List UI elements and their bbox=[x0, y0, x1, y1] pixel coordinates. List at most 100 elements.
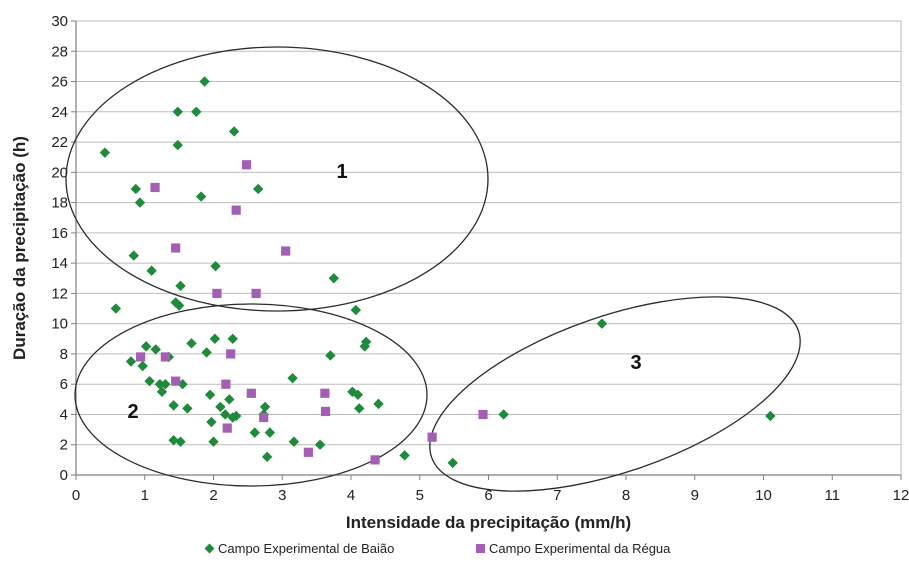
point-baiao-24 bbox=[182, 403, 193, 414]
point-regua-18 bbox=[370, 455, 380, 465]
y-tick-label-4: 4 bbox=[60, 406, 68, 423]
point-regua-9 bbox=[231, 205, 241, 215]
point-baiao-28 bbox=[199, 76, 210, 87]
cluster-label-1: 1 bbox=[336, 161, 347, 183]
point-regua-12 bbox=[251, 288, 261, 298]
point-baiao-22 bbox=[175, 436, 186, 447]
point-regua-1 bbox=[150, 182, 160, 193]
point-baiao-59 bbox=[373, 398, 384, 410]
y-tick-label-18: 18 bbox=[51, 195, 68, 212]
x-tick-label-2: 2 bbox=[209, 487, 217, 504]
y-tick-label-14: 14 bbox=[51, 255, 68, 272]
point-baiao-50 bbox=[314, 439, 326, 450]
x-tick-label-6: 6 bbox=[484, 487, 492, 504]
point-baiao-21 bbox=[175, 280, 186, 292]
point-baiao-55 bbox=[352, 389, 364, 400]
point-baiao-41 bbox=[230, 410, 242, 422]
point-baiao-3 bbox=[128, 250, 139, 261]
point-baiao-16 bbox=[168, 434, 179, 446]
point-regua-7 bbox=[222, 423, 232, 433]
cluster-ellipses bbox=[65, 46, 801, 492]
x-tick-label-5: 5 bbox=[416, 487, 424, 504]
point-baiao-64 bbox=[765, 410, 776, 422]
point-baiao-1 bbox=[110, 303, 122, 314]
y-tick-label-12: 12 bbox=[51, 285, 68, 302]
point-baiao-54 bbox=[350, 304, 362, 316]
point-baiao-10 bbox=[150, 344, 161, 355]
point-baiao-48 bbox=[287, 372, 298, 384]
point-baiao-23 bbox=[177, 379, 188, 390]
cluster-ellipse-3 bbox=[429, 296, 801, 492]
point-baiao-61 bbox=[447, 457, 458, 469]
x-tick-label-3: 3 bbox=[278, 487, 286, 504]
legend-marker-diamond bbox=[204, 543, 215, 554]
point-baiao-30 bbox=[204, 389, 216, 400]
y-tick-label-0: 0 bbox=[60, 467, 68, 484]
x-tick-label-9: 9 bbox=[691, 487, 699, 504]
grid-lines bbox=[76, 20, 901, 446]
point-baiao-29 bbox=[201, 347, 212, 358]
point-baiao-63 bbox=[596, 318, 608, 329]
cluster-label-3: 3 bbox=[630, 352, 641, 374]
point-baiao-4 bbox=[130, 183, 142, 195]
point-baiao-51 bbox=[325, 350, 336, 361]
y-tick-label-10: 10 bbox=[51, 316, 68, 333]
point-baiao-31 bbox=[206, 416, 217, 428]
point-baiao-33 bbox=[209, 333, 221, 344]
y-tick-label-26: 26 bbox=[51, 74, 68, 91]
point-baiao-9 bbox=[146, 265, 157, 276]
point-baiao-2 bbox=[125, 356, 137, 367]
point-regua-10 bbox=[241, 160, 252, 170]
point-regua-4 bbox=[171, 376, 181, 386]
point-baiao-8 bbox=[144, 375, 155, 387]
point-regua-8 bbox=[226, 349, 236, 359]
point-baiao-56 bbox=[354, 403, 365, 414]
point-regua-20 bbox=[478, 409, 488, 420]
cluster-ellipse-1 bbox=[65, 46, 489, 312]
point-baiao-12 bbox=[156, 386, 168, 397]
point-baiao-49 bbox=[288, 436, 300, 447]
point-baiao-27 bbox=[195, 191, 207, 202]
x-tick-label-1: 1 bbox=[141, 487, 149, 504]
point-baiao-32 bbox=[208, 436, 219, 447]
point-baiao-0 bbox=[99, 147, 111, 158]
x-tick-label-4: 4 bbox=[347, 487, 355, 504]
point-baiao-18 bbox=[172, 106, 183, 117]
legend: Campo Experimental de Baião Campo Experi… bbox=[204, 541, 671, 556]
point-regua-16 bbox=[320, 388, 330, 398]
point-baiao-34 bbox=[210, 260, 221, 272]
x-axis-title: Intensidade da precipitação (mm/h) bbox=[346, 513, 631, 532]
y-tick-label-20: 20 bbox=[51, 164, 68, 181]
point-baiao-45 bbox=[259, 401, 271, 413]
legend-item-baiao: Campo Experimental de Baião bbox=[204, 541, 394, 556]
point-regua-15 bbox=[303, 447, 313, 457]
point-regua-3 bbox=[171, 243, 181, 253]
y-tick-label-6: 6 bbox=[60, 376, 68, 393]
point-baiao-11 bbox=[154, 379, 166, 390]
point-baiao-43 bbox=[252, 183, 264, 195]
point-baiao-6 bbox=[137, 360, 148, 372]
point-baiao-20 bbox=[172, 139, 183, 151]
point-baiao-47 bbox=[264, 427, 276, 438]
legend-label-regua: Campo Experimental da Régua bbox=[489, 541, 671, 556]
point-regua-2 bbox=[160, 352, 170, 362]
point-baiao-39 bbox=[227, 333, 238, 344]
x-tick-label-12: 12 bbox=[893, 487, 909, 504]
x-tick-label-7: 7 bbox=[553, 487, 561, 504]
legend-label-baiao: Campo Experimental de Baião bbox=[218, 541, 394, 556]
x-tick-label-8: 8 bbox=[622, 487, 630, 504]
point-baiao-5 bbox=[134, 197, 146, 208]
point-baiao-36 bbox=[219, 409, 231, 420]
point-regua-13 bbox=[259, 412, 269, 423]
y-axis-title: Duração da precipitação (h) bbox=[10, 136, 29, 360]
point-baiao-42 bbox=[249, 427, 260, 438]
point-regua-14 bbox=[281, 246, 291, 256]
point-baiao-46 bbox=[261, 451, 273, 463]
point-baiao-19 bbox=[173, 300, 185, 311]
point-baiao-62 bbox=[498, 409, 509, 420]
x-tick-label-11: 11 bbox=[824, 487, 840, 504]
x-tick-label-0: 0 bbox=[72, 487, 80, 504]
